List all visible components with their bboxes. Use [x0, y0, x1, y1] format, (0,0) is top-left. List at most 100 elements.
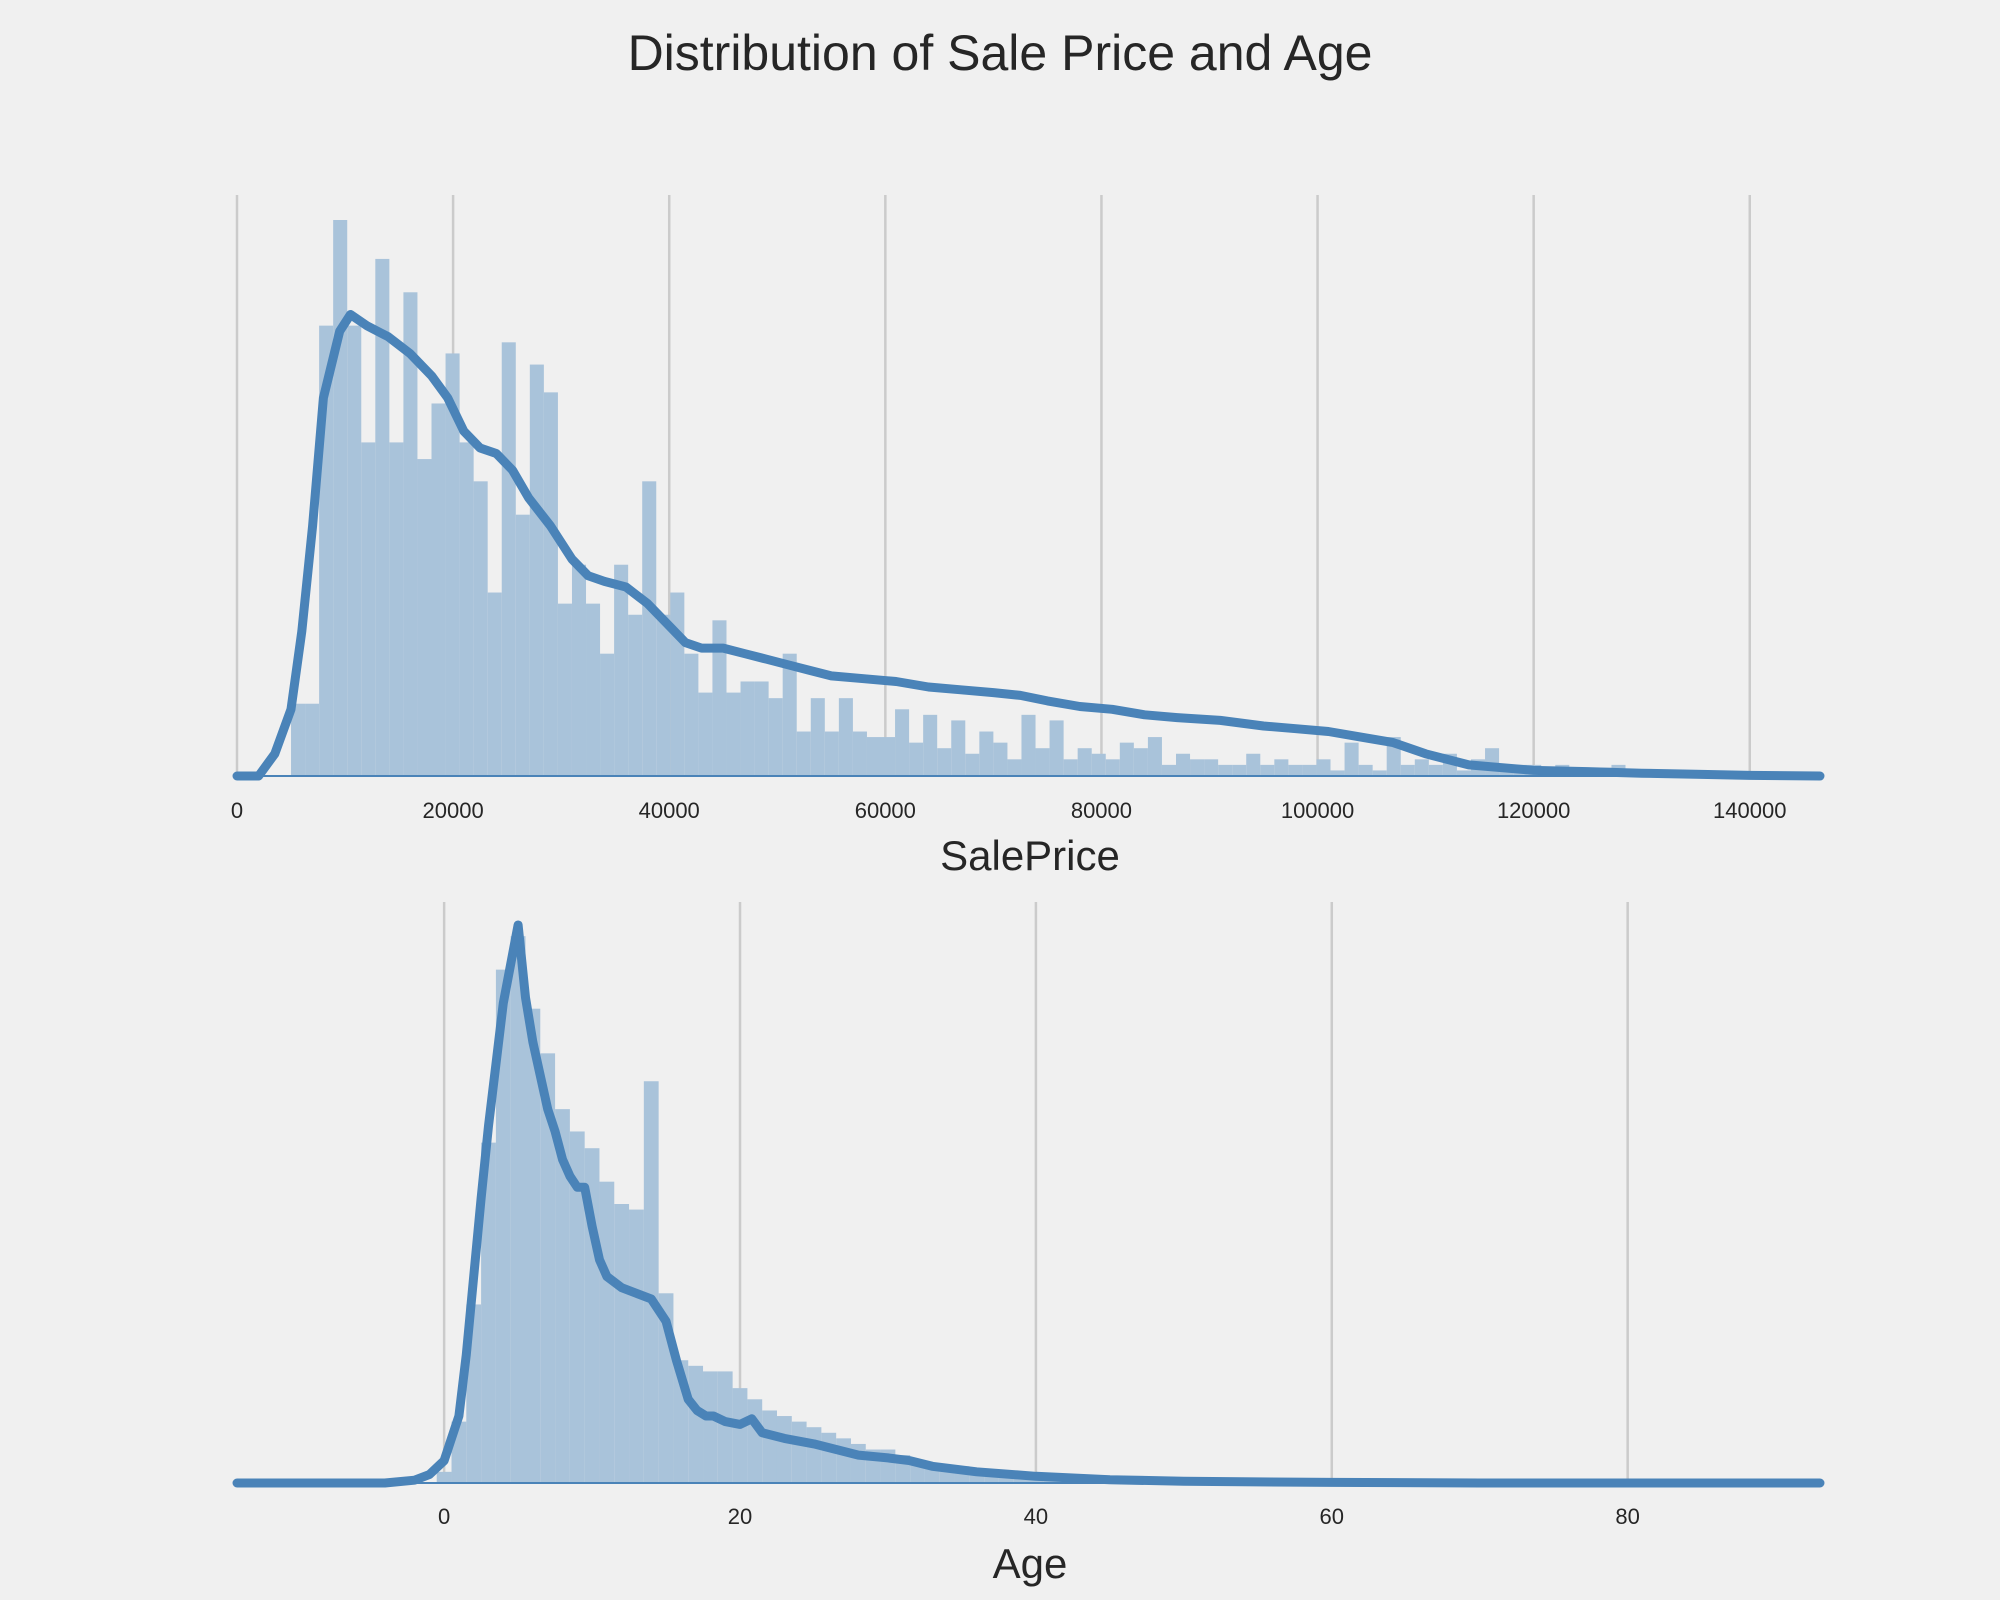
- saleprice-histogram-bar: [1358, 764, 1373, 776]
- saleprice-histogram-bar: [923, 714, 938, 776]
- saleprice-histogram-bar: [754, 681, 769, 776]
- saleprice-tick-label: 80000: [1071, 798, 1132, 823]
- saleprice-histogram-bar: [1133, 748, 1148, 776]
- saleprice-histogram-bar: [1414, 759, 1429, 776]
- age-histogram: [436, 936, 1177, 1483]
- saleprice-histogram-bar: [1344, 742, 1359, 776]
- saleprice-histogram-bar: [445, 353, 460, 776]
- saleprice-histogram-bar: [1091, 753, 1106, 776]
- saleprice-histogram-bar: [965, 753, 980, 776]
- age-tick-labels: 0 20 40 60 80: [438, 1504, 1640, 1529]
- saleprice-histogram-bar: [1330, 770, 1345, 776]
- saleprice-kde-line: [232, 310, 1825, 781]
- age-histogram-bar: [629, 1209, 644, 1483]
- age-histogram-bar: [688, 1365, 704, 1483]
- saleprice-histogram-bar: [347, 325, 362, 776]
- saleprice-histogram-bar: [501, 342, 516, 776]
- age-kde-line: [232, 920, 1825, 1488]
- age-kde: [232, 920, 1825, 1488]
- age-histogram-bar: [599, 1181, 615, 1483]
- subplot-age: 0 20 40 60 80 Age: [232, 902, 1825, 1587]
- saleprice-histogram-bar: [684, 653, 699, 776]
- saleprice-histogram-bar: [1021, 714, 1036, 776]
- saleprice-histogram-bar: [838, 698, 853, 776]
- saleprice-histogram-bar: [824, 731, 839, 776]
- saleprice-histogram-bar: [389, 442, 404, 776]
- age-histogram-bar: [836, 1438, 851, 1483]
- saleprice-histogram-bar: [656, 614, 671, 776]
- saleprice-histogram-bar: [1119, 742, 1134, 776]
- saleprice-histogram-bar: [543, 392, 558, 776]
- saleprice-histogram-bar: [1161, 764, 1176, 776]
- saleprice-kde: [232, 310, 1825, 781]
- age-histogram-bar: [569, 1131, 585, 1483]
- age-tick-label: 60: [1320, 1504, 1344, 1529]
- saleprice-histogram-bar: [1456, 770, 1471, 776]
- saleprice-histogram-bar: [866, 737, 882, 776]
- saleprice-histogram-bar: [586, 603, 601, 776]
- saleprice-histogram-bar: [782, 653, 797, 776]
- saleprice-histogram-bar: [1400, 764, 1415, 776]
- saleprice-tick-labels: 0 20000 40000 60000 80000 100000 120000 140000: [231, 798, 1787, 823]
- saleprice-tick-label: 140000: [1713, 798, 1786, 823]
- saleprice-histogram-bar: [937, 748, 952, 776]
- saleprice-histogram-bar: [361, 442, 376, 776]
- saleprice-histogram-bar: [740, 681, 755, 776]
- age-histogram-bar: [717, 1371, 733, 1483]
- saleprice-histogram-bar: [1288, 764, 1303, 776]
- saleprice-histogram-bar: [768, 698, 783, 776]
- saleprice-histogram-bar: [979, 731, 994, 776]
- saleprice-histogram-bar: [852, 731, 867, 776]
- saleprice-histogram-bar: [1302, 764, 1317, 776]
- age-histogram-bar: [821, 1432, 837, 1483]
- age-histogram-bar: [510, 936, 526, 1483]
- saleprice-histogram-bar: [1049, 720, 1064, 776]
- saleprice-histogram-bar: [417, 459, 432, 776]
- saleprice-histogram-bar: [614, 564, 629, 776]
- saleprice-histogram-bar: [529, 364, 544, 776]
- saleprice-histogram-bar: [291, 703, 306, 776]
- saleprice-histogram-bar: [1428, 764, 1443, 776]
- age-histogram-bar: [806, 1427, 822, 1483]
- age-histogram-bar: [747, 1399, 763, 1483]
- saleprice-tick-label: 20000: [423, 798, 484, 823]
- age-tick-label: 20: [728, 1504, 752, 1529]
- saleprice-histogram-bar: [712, 620, 727, 776]
- saleprice-histogram-bar: [670, 592, 685, 776]
- saleprice-histogram-bar: [487, 592, 502, 776]
- saleprice-histogram-bar: [557, 603, 572, 776]
- saleprice-histogram-bar: [1147, 737, 1162, 776]
- age-histogram-bar: [703, 1371, 718, 1483]
- saleprice-histogram-bar: [1007, 759, 1022, 776]
- saleprice-tick-label: 0: [231, 798, 243, 823]
- figure-title: Distribution of Sale Price and Age: [628, 25, 1373, 81]
- saleprice-histogram-bar: [810, 698, 825, 776]
- age-tick-label: 80: [1615, 1504, 1639, 1529]
- saleprice-histogram-bar: [1175, 753, 1191, 776]
- age-tick-label: 0: [438, 1504, 450, 1529]
- age-histogram-bar: [791, 1421, 807, 1483]
- saleprice-histogram-bar: [1316, 759, 1331, 776]
- age-histogram-bar: [436, 1471, 452, 1483]
- age-histogram-bar: [525, 1008, 541, 1483]
- saleprice-histogram-bar: [1274, 759, 1289, 776]
- saleprice-histogram-bar: [1063, 759, 1078, 776]
- saleprice-histogram-bar: [403, 292, 418, 776]
- saleprice-xlabel: SalePrice: [940, 832, 1120, 879]
- age-histogram-bar: [540, 1053, 556, 1483]
- saleprice-histogram-bar: [881, 737, 896, 776]
- saleprice-gridlines: [235, 195, 1752, 776]
- saleprice-histogram-bar: [698, 692, 713, 776]
- saleprice-histogram-bar: [909, 742, 924, 776]
- age-histogram-bar: [776, 1416, 792, 1483]
- age-histogram-bar: [495, 969, 511, 1483]
- saleprice-histogram-bar: [459, 442, 474, 776]
- age-histogram-bar: [555, 1109, 570, 1483]
- saleprice-histogram-bar: [1035, 748, 1050, 776]
- age-gridlines: [442, 902, 1629, 1483]
- saleprice-histogram-bar: [726, 692, 741, 776]
- saleprice-histogram-bar: [1218, 764, 1233, 776]
- saleprice-histogram-bar: [993, 742, 1008, 776]
- age-histogram-bar: [643, 1081, 659, 1483]
